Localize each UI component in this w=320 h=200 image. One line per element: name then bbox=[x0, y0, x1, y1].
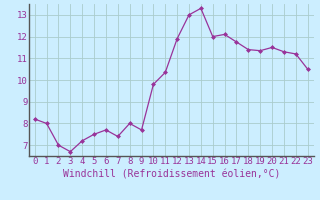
X-axis label: Windchill (Refroidissement éolien,°C): Windchill (Refroidissement éolien,°C) bbox=[62, 169, 280, 179]
